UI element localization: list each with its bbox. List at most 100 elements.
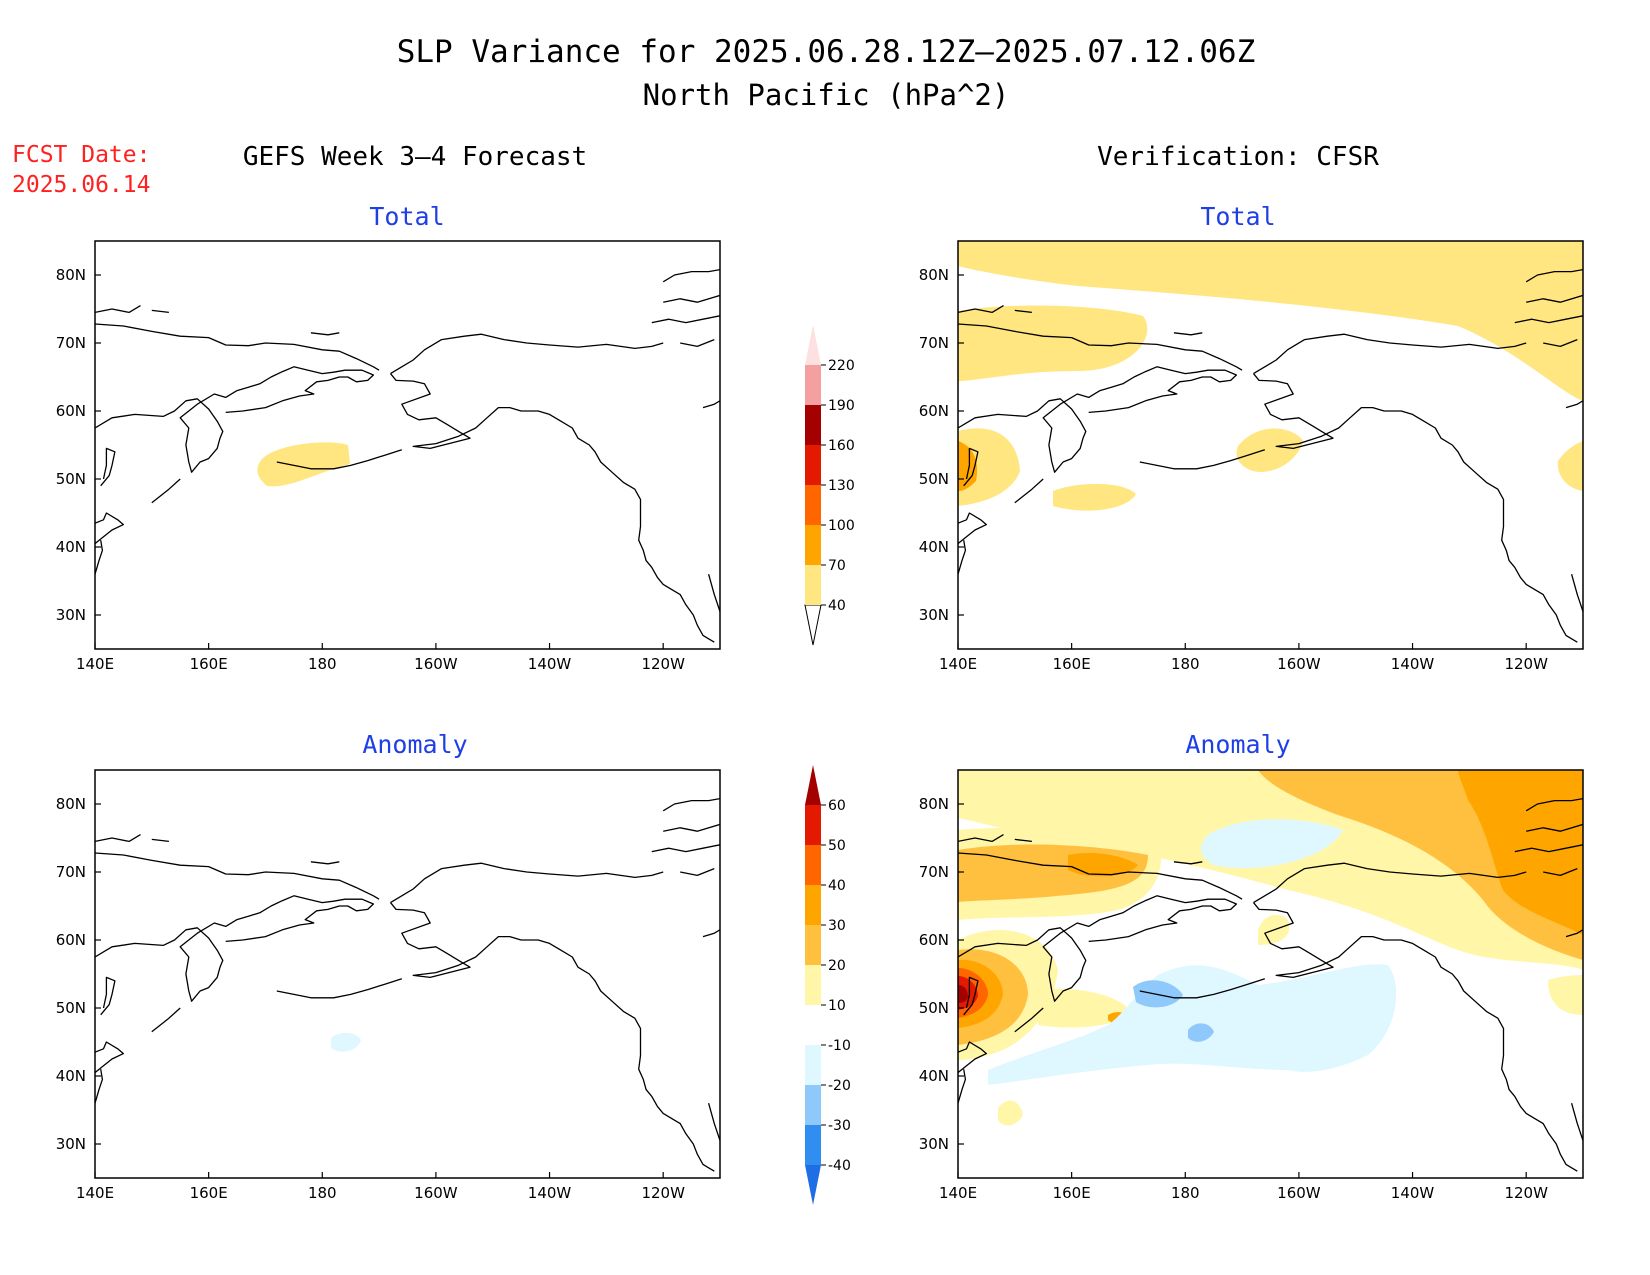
lat-tick-label: 30N <box>919 1135 949 1153</box>
colorbar-label: -20 <box>828 1078 851 1094</box>
coastline <box>1570 1103 1583 1141</box>
colorbar-over-triangle <box>805 325 821 365</box>
map-frame <box>957 240 1584 650</box>
lon-tick-label: 160W <box>414 655 458 673</box>
colorbar-label: -10 <box>828 1038 851 1054</box>
lon-tick-label: 160E <box>190 655 228 673</box>
coastline <box>95 540 104 575</box>
coastline <box>95 366 375 473</box>
colorbar-label: 220 <box>828 358 855 374</box>
coastline-layer <box>95 268 720 643</box>
coastline <box>702 929 720 938</box>
lat-tick-label: 80N <box>919 795 949 813</box>
coastline <box>1514 315 1583 324</box>
coastline <box>963 447 979 487</box>
coastline <box>958 1041 988 1074</box>
axis-ticks: 140E 160E 180 160W 140W 120W 30N 40N 50N 60N 70N 80… <box>919 266 1548 673</box>
figure-title: SLP Variance for 2025.06.28.12Z–2025.07.… <box>397 34 1256 70</box>
coastline <box>680 867 715 877</box>
coastline <box>963 976 979 1016</box>
lat-tick-label: 40N <box>919 1067 949 1085</box>
coastline <box>958 1069 967 1104</box>
colorbar-swatch <box>805 525 821 565</box>
anomaly-colorbar: -40 -30 -20 -10 10 20 30 40 50 60 <box>805 765 851 1205</box>
coastline <box>958 512 988 545</box>
colorbar-swatch <box>805 445 821 485</box>
coastline <box>1252 902 1578 1172</box>
lon-tick-label: 180 <box>308 1184 337 1202</box>
lon-tick-label: 140E <box>939 1184 977 1202</box>
lat-tick-label: 80N <box>56 795 86 813</box>
lat-tick-label: 70N <box>56 334 86 352</box>
variance-contour-40 <box>1053 483 1136 511</box>
anomaly-contour-neg10 <box>988 964 1397 1085</box>
colorbar-label: 130 <box>828 478 855 494</box>
coastline <box>1525 268 1583 283</box>
variance-contour-40 <box>958 428 1020 506</box>
coastline <box>151 1007 181 1033</box>
lon-tick-label: 140W <box>528 655 572 673</box>
coastline <box>1525 797 1583 812</box>
variance-contour-40 <box>958 241 1583 401</box>
coastline <box>1514 844 1583 853</box>
lon-tick-label: 160E <box>190 1184 228 1202</box>
colorbar-swatch <box>805 805 821 845</box>
coastline <box>1565 929 1583 938</box>
colorbar-swatch <box>805 1005 821 1045</box>
colorbar-label: 190 <box>828 398 855 414</box>
lat-tick-label: 70N <box>919 863 949 881</box>
colorbar-swatch <box>805 1045 821 1085</box>
coastline <box>310 332 340 336</box>
panel-subtitle: Total <box>369 202 444 231</box>
coastline <box>1252 373 1578 643</box>
lon-tick-label: 160W <box>1277 1184 1321 1202</box>
coastline <box>1543 338 1578 348</box>
lon-tick-label: 140E <box>76 655 114 673</box>
coastline <box>151 478 181 504</box>
colorbar-label: -30 <box>828 1118 851 1134</box>
coastline <box>651 844 720 853</box>
left-column-header: GEFS Week 3–4 Forecast <box>243 142 587 172</box>
lon-tick-label: 140E <box>939 655 977 673</box>
coastline <box>1014 838 1032 843</box>
coastline <box>95 1041 125 1074</box>
colorbar-swatch <box>805 485 821 525</box>
coastline <box>958 366 1238 473</box>
coastline <box>707 574 720 612</box>
anomaly-contour-10 <box>1548 975 1583 1015</box>
coastline <box>310 861 340 865</box>
panel-subtitle: Total <box>1200 202 1275 231</box>
colorbar-over-triangle <box>805 765 821 805</box>
colorbar-label: 50 <box>828 838 846 854</box>
coastline <box>663 294 720 303</box>
colorbar-label: 10 <box>828 998 846 1014</box>
figure-subtitle: North Pacific (hPa^2) <box>643 78 1010 112</box>
coastline <box>1014 478 1044 504</box>
colorbar-label: 100 <box>828 518 855 534</box>
lon-tick-label: 160W <box>414 1184 458 1202</box>
coastline <box>390 862 664 904</box>
total-colorbar: 40 70 100 130 160 190 220 <box>804 325 855 646</box>
colorbar-label: 40 <box>828 878 846 894</box>
coastline <box>390 333 664 375</box>
coastline <box>707 1103 720 1141</box>
shading-layer <box>958 770 1583 1126</box>
axis-ticks: 140E 160E 180 160W 140W 120W 30N 40N 50N 60N 70N 80… <box>56 795 685 1202</box>
colorbar-swatch <box>805 1085 821 1125</box>
coastline <box>1570 574 1583 612</box>
colorbar-label: 40 <box>828 598 846 614</box>
colorbar-swatch <box>805 845 821 885</box>
axis-ticks: 140E 160E 180 160W 140W 120W 30N 40N 50N 60N 70N 80… <box>919 795 1548 1202</box>
lat-tick-label: 40N <box>56 538 86 556</box>
lat-tick-label: 70N <box>56 863 86 881</box>
forecast-total-panel: Total 140E 160E 180 160W 140W 120W 30N 40N 50N 60… <box>56 202 721 673</box>
anomaly-contour-30 <box>1068 853 1138 877</box>
lon-tick-label: 120W <box>641 655 685 673</box>
coastline <box>95 512 125 545</box>
coastline <box>1543 867 1578 877</box>
map-background <box>95 241 720 649</box>
coastline <box>958 852 1243 900</box>
lon-tick-label: 120W <box>1504 655 1548 673</box>
coastline <box>1139 978 1265 999</box>
coastline <box>651 315 720 324</box>
